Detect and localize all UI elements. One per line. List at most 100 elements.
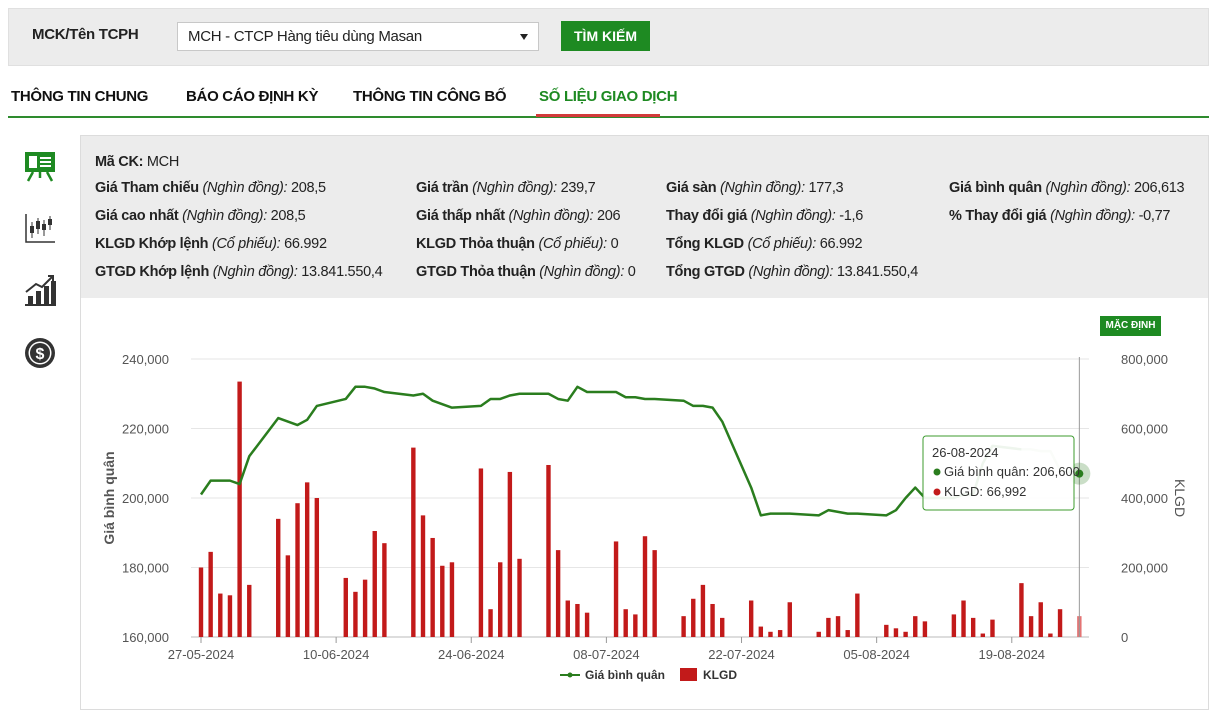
volume-bar — [970, 617, 976, 637]
volume-bar — [507, 471, 513, 637]
volume-bar — [498, 562, 503, 637]
tab-trading-data[interactable]: SỐ LIỆU GIAO DỊCH — [539, 88, 678, 105]
presentation-icon[interactable] — [22, 148, 58, 184]
dollar-coin-icon[interactable]: $ — [22, 335, 58, 371]
volume-bar — [691, 598, 696, 637]
info-field: Giá trần (Nghìn đồng): 239,7 — [416, 180, 596, 196]
legend-price-label[interactable]: Giá bình quân — [585, 668, 665, 682]
info-field: Thay đổi giá (Nghìn đồng): -1,6 — [666, 208, 864, 224]
legend-line-marker — [567, 672, 573, 678]
stock-select[interactable]: MCH - CTCP Hàng tiêu dùng Masan — [177, 22, 539, 51]
volume-bar — [198, 567, 204, 637]
price-volume-chart: 240,000 220,000 200,000 180,000 160,000 800,0… — [101, 352, 1188, 682]
volume-bar — [372, 531, 377, 637]
volume-bar — [633, 614, 638, 637]
volume-bar — [623, 609, 628, 637]
info-field: KLGD Khớp lệnh (Cổ phiếu): 66.992 — [95, 236, 327, 252]
volume-bar — [1048, 633, 1053, 637]
info-field: KLGD Thỏa thuận (Cổ phiếu): 0 — [416, 236, 619, 252]
stock-select-value: MCH - CTCP Hàng tiêu dùng Masan — [188, 28, 422, 45]
volume-bar — [758, 626, 764, 637]
volume-bar — [990, 619, 995, 637]
price-line — [199, 385, 1022, 517]
tab-general-info[interactable]: THÔNG TIN CHUNG — [11, 88, 149, 105]
info-stock-code: Mã CK: MCH — [95, 154, 180, 170]
legend-volume-label[interactable]: KLGD — [703, 668, 737, 682]
candlestick-chart-icon[interactable] — [22, 210, 58, 246]
tooltip-date: 26-08-2024 — [932, 445, 999, 460]
growth-chart-icon[interactable] — [22, 272, 58, 308]
x-tick-label: 22-07-2024 — [708, 647, 775, 662]
y-left-axis-title: Giá bình quân — [101, 451, 117, 544]
volume-bar — [1038, 602, 1043, 637]
volume-bar — [584, 612, 590, 637]
volume-bar — [208, 551, 213, 637]
volume-bar — [420, 515, 426, 637]
volume-bar — [826, 617, 831, 637]
info-field: GTGD Khớp lệnh (Nghìn đồng): 13.841.550,… — [95, 264, 383, 280]
volume-bar — [980, 633, 986, 637]
search-bar: MCK/Tên TCPH MCH - CTCP Hàng tiêu dùng M… — [8, 8, 1209, 66]
volume-bar — [951, 614, 957, 637]
volume-bar — [237, 381, 242, 637]
y-left-tick-label: 220,000 — [122, 422, 169, 437]
volume-bar — [285, 555, 291, 637]
info-field: Giá bình quân (Nghìn đồng): 206,613 — [949, 180, 1185, 196]
x-tick-label: 08-07-2024 — [573, 647, 640, 662]
x-tick-label: 19-08-2024 — [979, 647, 1046, 662]
volume-bar — [382, 543, 387, 637]
tab-periodic-reports[interactable]: BÁO CÁO ĐỊNH KỲ — [186, 88, 319, 105]
volume-bar — [777, 630, 783, 637]
active-tab-indicator — [536, 114, 660, 117]
y-right-axis-title: KLGD — [1172, 479, 1188, 517]
info-field: Giá Tham chiếu (Nghìn đồng): 208,5 — [95, 180, 326, 196]
volume-bar — [816, 631, 821, 637]
volume-bar — [720, 617, 725, 637]
info-field: GTGD Thỏa thuận (Nghìn đồng): 0 — [416, 264, 636, 280]
y-right-tick-label: 400,000 — [1121, 491, 1168, 506]
volume-bar — [343, 577, 348, 637]
y-right-tick-label: 0 — [1121, 630, 1128, 645]
info-field: Giá sàn (Nghìn đồng): 177,3 — [666, 180, 844, 196]
hover-point[interactable] — [1075, 469, 1084, 478]
info-field: Tổng GTGD (Nghìn đồng): 13.841.550,4 — [666, 264, 918, 280]
tab-disclosures[interactable]: THÔNG TIN CÔNG BỐ — [353, 88, 507, 105]
volume-bar — [913, 616, 918, 637]
volume-bar — [575, 603, 580, 637]
volume-bar — [748, 600, 754, 637]
tooltip-volume-marker — [933, 488, 941, 496]
x-tick-label: 10-06-2024 — [303, 647, 370, 662]
volume-bar — [440, 565, 445, 637]
volume-bar — [411, 447, 416, 637]
y-right-tick-label: 800,000 — [1121, 352, 1168, 367]
volume-bar — [304, 482, 310, 637]
volume-bar — [903, 631, 908, 637]
search-button[interactable]: TÌM KIẾM — [561, 21, 650, 51]
y-left-tick-label: 240,000 — [122, 352, 169, 367]
x-tick-label: 05-08-2024 — [843, 647, 910, 662]
volume-bar — [517, 558, 522, 637]
volume-bar — [295, 503, 300, 637]
volume-bar — [700, 584, 706, 637]
volume-bar — [353, 591, 358, 637]
trading-data-panel: Mã CK: MCH Giá Tham chiếu (Nghìn đồng): … — [80, 135, 1209, 710]
volume-bar — [613, 541, 619, 637]
volume-bar — [893, 628, 899, 637]
volume-bar — [555, 550, 561, 637]
volume-bar — [227, 595, 233, 637]
tooltip-price: Giá bình quân: 206,600 — [944, 464, 1080, 479]
default-view-button[interactable]: MẶC ĐỊNH — [1100, 316, 1161, 336]
y-left-tick-label: 160,000 — [122, 630, 169, 645]
volume-bar — [449, 562, 455, 637]
volume-bar — [362, 579, 368, 637]
volume-bar — [276, 518, 281, 637]
volume-bar — [768, 631, 773, 637]
volume-bar — [488, 609, 493, 637]
volume-bar — [922, 621, 928, 637]
tab-bar: THÔNG TIN CHUNG BÁO CÁO ĐỊNH KỲ THÔNG TI… — [8, 82, 1209, 118]
volume-bar — [430, 537, 435, 637]
x-tick-label: 24-06-2024 — [438, 647, 505, 662]
trading-info-summary: Mã CK: MCH Giá Tham chiếu (Nghìn đồng): … — [81, 136, 1208, 298]
tooltip-price-marker — [933, 468, 941, 476]
volume-bar — [652, 550, 657, 637]
